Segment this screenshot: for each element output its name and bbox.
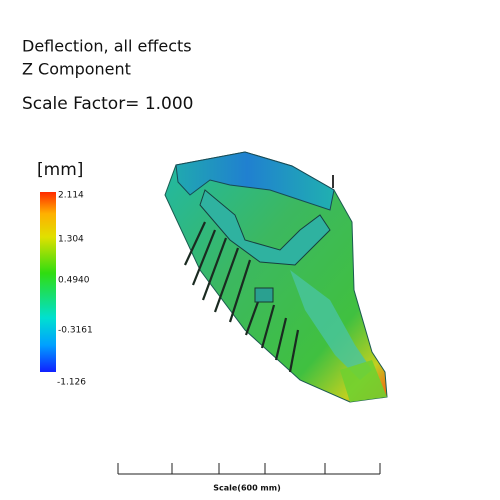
result-title: Deflection, all effects bbox=[22, 37, 192, 56]
scale-bar bbox=[117, 463, 381, 475]
legend-labels: 2.114 1.304 0.4940 -0.3161 -1.126 bbox=[57, 191, 93, 388]
legend-label: 1.304 bbox=[58, 235, 84, 245]
color-bar bbox=[40, 192, 56, 372]
legend-unit: [mm] bbox=[37, 160, 83, 180]
legend-label: -1.126 bbox=[57, 378, 86, 388]
legend-label: 2.114 bbox=[58, 191, 84, 201]
scale-bar-label: Scale(600 mm) bbox=[213, 484, 281, 493]
component: Z Component bbox=[22, 60, 131, 79]
legend-label: -0.3161 bbox=[58, 326, 93, 336]
legend-label: 0.4940 bbox=[58, 276, 90, 286]
scale-factor: Scale Factor= 1.000 bbox=[22, 94, 194, 114]
part-model bbox=[164, 151, 388, 403]
